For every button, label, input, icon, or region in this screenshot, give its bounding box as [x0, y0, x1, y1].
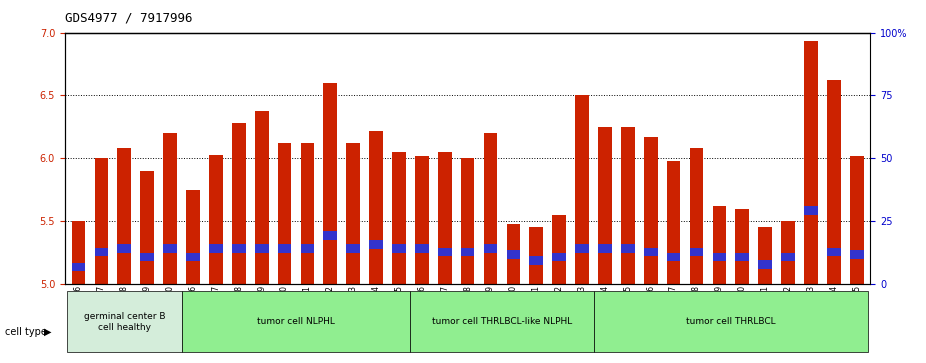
Bar [507, 224, 520, 284]
Bar [850, 250, 864, 259]
Bar [232, 123, 245, 284]
FancyBboxPatch shape [67, 291, 181, 352]
Bar [690, 248, 704, 256]
Bar [118, 244, 131, 253]
Bar [278, 244, 292, 253]
Bar [827, 248, 841, 256]
FancyBboxPatch shape [594, 291, 869, 352]
Bar [415, 244, 429, 253]
Bar [301, 143, 314, 284]
Bar [667, 253, 681, 261]
Bar [621, 244, 634, 253]
Bar [530, 227, 544, 284]
Bar [94, 248, 108, 256]
Bar [186, 190, 200, 284]
Bar [209, 244, 223, 253]
Bar [782, 221, 795, 284]
Bar [118, 148, 131, 284]
Bar [690, 148, 704, 284]
Bar [575, 95, 589, 284]
Bar [369, 131, 383, 284]
Text: cell type: cell type [5, 327, 46, 337]
Bar [323, 83, 337, 284]
Bar [71, 221, 85, 284]
Bar [346, 143, 360, 284]
Bar [232, 244, 245, 253]
Bar [712, 206, 726, 284]
Bar [735, 209, 749, 284]
Bar [438, 248, 452, 256]
Bar [209, 155, 223, 284]
Bar [782, 253, 795, 261]
FancyBboxPatch shape [181, 291, 410, 352]
Bar [346, 244, 360, 253]
Bar [369, 240, 383, 249]
Bar [483, 133, 497, 284]
Bar [392, 244, 406, 253]
Bar [598, 127, 612, 284]
Bar [392, 152, 406, 284]
Bar [667, 161, 681, 284]
Bar [644, 137, 657, 284]
Bar [530, 256, 544, 265]
Bar [415, 156, 429, 284]
Bar [94, 158, 108, 284]
Bar [552, 215, 566, 284]
Bar [552, 253, 566, 261]
Bar [301, 244, 314, 253]
Bar [163, 133, 177, 284]
Bar [621, 127, 634, 284]
Bar [71, 262, 85, 272]
Bar [255, 111, 269, 284]
Bar [141, 171, 154, 284]
Text: tumor cell NLPHL: tumor cell NLPHL [257, 318, 335, 326]
Bar [758, 227, 772, 284]
Bar [186, 253, 200, 261]
Bar [712, 253, 726, 261]
Text: germinal center B
cell healthy: germinal center B cell healthy [83, 312, 165, 332]
Bar [735, 253, 749, 261]
Bar [141, 253, 154, 261]
Bar [461, 158, 474, 284]
Text: GDS4977 / 7917996: GDS4977 / 7917996 [65, 12, 193, 25]
Bar [598, 244, 612, 253]
Text: tumor cell THRLBCL-like NLPHL: tumor cell THRLBCL-like NLPHL [432, 318, 572, 326]
Bar [827, 81, 841, 284]
Bar [323, 231, 337, 240]
Bar [163, 244, 177, 253]
Bar [461, 248, 474, 256]
Bar [758, 260, 772, 269]
Bar [644, 248, 657, 256]
Bar [483, 244, 497, 253]
Bar [255, 244, 269, 253]
Text: ▶: ▶ [44, 327, 52, 337]
Bar [850, 156, 864, 284]
Bar [575, 244, 589, 253]
Bar [278, 143, 292, 284]
FancyBboxPatch shape [410, 291, 594, 352]
Bar [804, 206, 818, 215]
Bar [804, 41, 818, 284]
Bar [507, 250, 520, 259]
Bar [438, 152, 452, 284]
Text: tumor cell THRLBCL: tumor cell THRLBCL [686, 318, 776, 326]
